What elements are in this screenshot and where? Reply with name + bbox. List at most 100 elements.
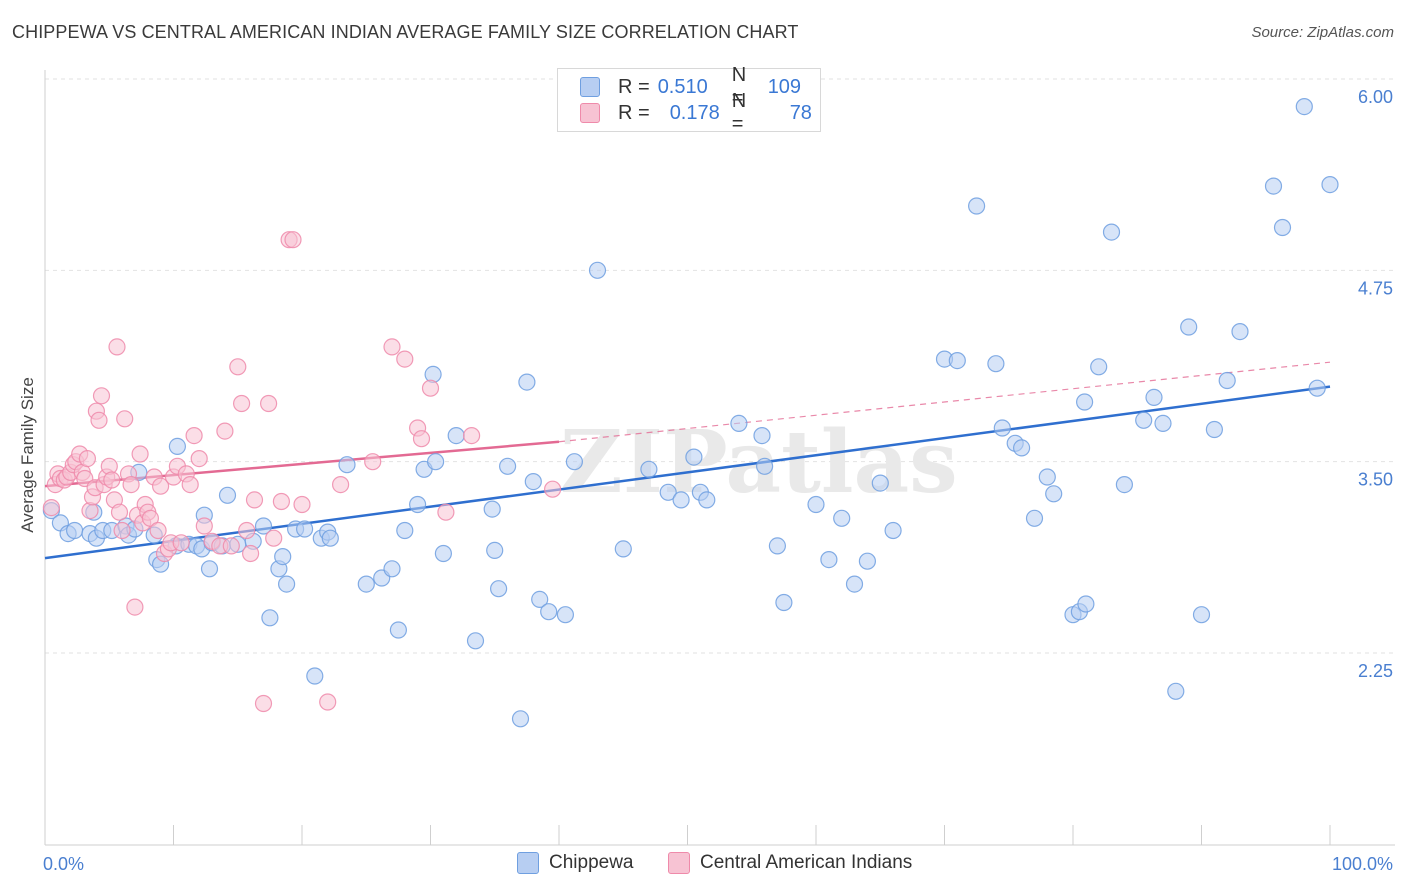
- chippewa-point: [659, 483, 677, 501]
- central-american-indians-point: [90, 411, 108, 429]
- chippewa-point: [218, 486, 237, 504]
- legend-n-label: N =: [731, 90, 747, 135]
- chippewa-point: [1090, 358, 1108, 376]
- legend-n-value: 78: [789, 101, 812, 124]
- chippewa-point: [753, 427, 771, 445]
- chippewa-point: [518, 373, 536, 391]
- chippewa-point: [755, 457, 774, 475]
- chippewa-point: [1205, 420, 1224, 439]
- chippewa-point: [614, 540, 632, 558]
- bottom-swatch-central-american-indians: [668, 852, 690, 874]
- chippewa-point: [168, 437, 186, 455]
- x-tick-label-max: 100.0%: [1332, 854, 1393, 874]
- chippewa-point: [389, 621, 407, 639]
- chippewa-point: [383, 560, 401, 578]
- central-american-indians-point: [131, 445, 149, 463]
- chippewa-point: [524, 473, 542, 491]
- chippewa-point: [65, 521, 84, 540]
- central-american-indians-point: [222, 537, 240, 555]
- legend-row-central-american-indians: R = 0.178 N = 78: [580, 90, 820, 135]
- legend-r-value: 0.510: [657, 75, 708, 98]
- chippewa-point: [987, 355, 1005, 373]
- y-axis-label: Average Family Size: [18, 377, 37, 533]
- chippewa-point: [967, 197, 986, 215]
- chippewa-point: [1231, 323, 1249, 341]
- legend-swatch-central-american-indians: [580, 103, 600, 123]
- chippewa-point: [254, 517, 273, 535]
- central-american-indians-point: [42, 499, 61, 517]
- chippewa-point: [993, 419, 1011, 437]
- chippewa-point: [306, 667, 324, 685]
- bottom-legend-chippewa: Chippewa: [517, 852, 634, 874]
- chippewa-point: [483, 500, 501, 518]
- chippewa-point: [427, 453, 445, 471]
- central-american-indians-point: [172, 534, 190, 552]
- central-american-indians-point: [332, 476, 350, 494]
- central-american-indians-point: [152, 477, 170, 495]
- chippewa-point: [540, 603, 558, 621]
- chippewa-point: [1075, 393, 1094, 411]
- chippewa-point: [1135, 411, 1153, 429]
- chippewa-point: [1192, 606, 1211, 624]
- chippewa-point: [884, 521, 902, 540]
- central-american-indians-point: [185, 427, 203, 445]
- chippewa-point: [296, 520, 314, 538]
- chippewa-point: [434, 544, 452, 563]
- central-american-indians-point: [110, 503, 129, 521]
- central-american-indians-point: [364, 453, 382, 471]
- stats-legend: R = 0.510 N = 109 R = 0.178 N = 78: [557, 64, 821, 135]
- chippewa-point: [338, 456, 356, 474]
- legend-n-value: 109: [767, 75, 802, 98]
- central-american-indians-point: [254, 694, 273, 713]
- central-american-indians-point: [242, 544, 260, 563]
- central-american-indians-point: [319, 693, 337, 711]
- chippewa-point: [1045, 485, 1063, 503]
- y-tick-label: 3.50: [1358, 470, 1393, 490]
- central-american-indians-point: [463, 427, 481, 445]
- grid-lines: [45, 78, 1395, 654]
- chippewa-point: [1077, 595, 1095, 613]
- chippewa-point: [1308, 379, 1326, 397]
- chippewa-point: [1102, 223, 1121, 241]
- y-tick-label: 2.25: [1358, 661, 1393, 681]
- chippewa-point: [565, 453, 584, 471]
- central-american-indians-point: [116, 410, 134, 428]
- chippewa-point: [261, 609, 279, 627]
- central-american-indians-point: [238, 521, 256, 540]
- central-american-indians-point: [78, 450, 97, 468]
- bottom-legend-central-american-indians: Central American Indians: [668, 852, 912, 874]
- axis-labels: 2.25 3.50 4.75 6.00 0.0% 100.0% Average Family…: [18, 87, 1393, 874]
- chippewa-point: [278, 575, 296, 593]
- chippewa-point: [357, 575, 375, 593]
- chippewa-point: [845, 575, 864, 593]
- chippewa-point: [490, 580, 508, 598]
- chippewa-point: [775, 593, 793, 612]
- axes: [44, 70, 1395, 846]
- chippewa-point: [511, 710, 530, 728]
- central-american-indians-point: [149, 521, 167, 540]
- chippewa-point: [685, 448, 703, 466]
- chippewa-point: [486, 541, 504, 560]
- chippewa-point: [409, 495, 427, 514]
- chippewa-point: [807, 495, 825, 514]
- central-american-indians-point: [412, 430, 431, 448]
- chippewa-point: [466, 632, 485, 650]
- central-american-indians-point: [265, 529, 283, 547]
- central-american-indians-point: [437, 503, 455, 521]
- central-american-indians-point: [421, 379, 440, 397]
- chippewa-point: [588, 261, 607, 279]
- chippewa-point: [833, 509, 851, 527]
- chippewa-point: [1012, 439, 1031, 457]
- chippewa-point: [1218, 371, 1236, 390]
- legend-r-value: 0.178: [669, 101, 720, 124]
- bottom-label-chippewa: Chippewa: [549, 852, 634, 873]
- source-label: Source: ZipAtlas.com: [1251, 24, 1394, 41]
- central-american-indians-point: [108, 338, 126, 356]
- chippewa-point: [1167, 682, 1185, 700]
- chippewa-point: [200, 560, 219, 578]
- chippewa-point: [274, 547, 292, 566]
- legend-r-label: R =: [618, 101, 650, 124]
- chippewa-point: [1273, 218, 1292, 237]
- chippewa-point: [556, 606, 575, 624]
